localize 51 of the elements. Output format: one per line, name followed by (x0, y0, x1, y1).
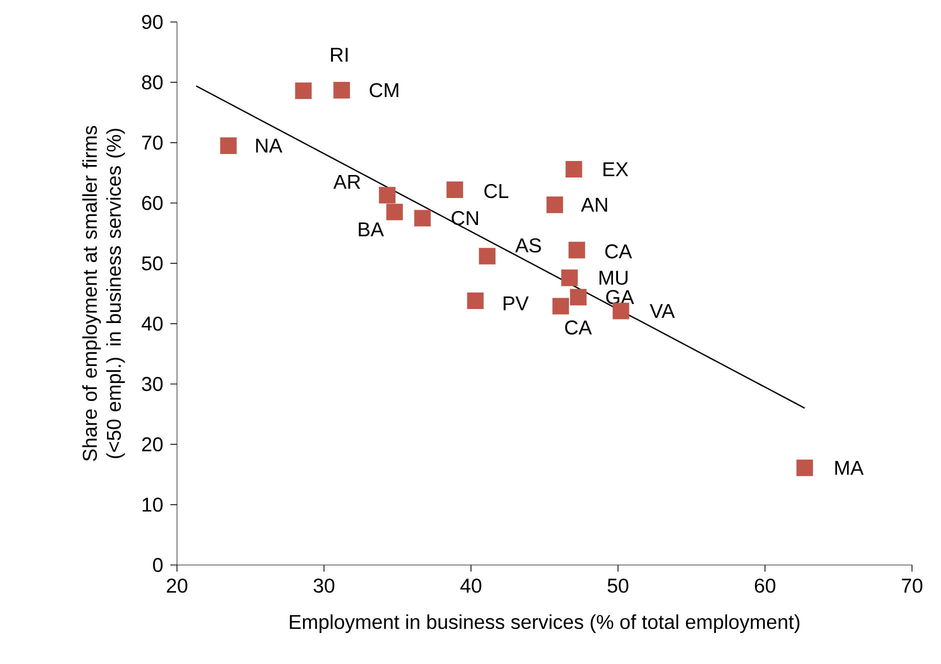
point (386, 204, 403, 220)
annotation: CN (452, 210, 478, 226)
point (333, 82, 350, 98)
point (552, 298, 569, 314)
annotation: VA (650, 304, 675, 318)
x-tick-label: 20 (166, 578, 188, 593)
annotation: CA (565, 320, 592, 335)
annotation: AR (333, 174, 360, 189)
point (220, 137, 237, 154)
annotation: CM (370, 83, 398, 98)
annotation: MA (835, 460, 864, 475)
y-tick-label: 20 (142, 437, 163, 452)
annotation: AN (580, 198, 608, 212)
annotation: EX (604, 162, 628, 176)
y-tick-label: 60 (142, 196, 163, 210)
point (446, 181, 464, 198)
y-tick-label: 0 (153, 558, 163, 572)
annotation: NA (256, 138, 282, 153)
annotation: CA (605, 244, 632, 258)
x-axis-title: Employment in business services (% of total employment) (290, 614, 800, 633)
point (566, 160, 582, 178)
x-tick-label: 70 (902, 578, 922, 593)
point (414, 210, 431, 226)
annotation: MU (600, 270, 628, 285)
point (478, 248, 496, 264)
y-tick-label: 40 (142, 316, 163, 331)
y-tick-label: 80 (142, 75, 163, 90)
point (295, 82, 312, 100)
annotation: BA (358, 222, 384, 236)
annotation: CL (484, 184, 508, 198)
point (796, 460, 813, 476)
point (568, 242, 586, 258)
x-tick-label: 40 (460, 578, 482, 593)
x-tick-label: 60 (754, 578, 776, 593)
annotation: AS (515, 238, 541, 252)
y-tick-label: 10 (142, 498, 163, 512)
point (546, 196, 564, 214)
annotation: RI (331, 48, 348, 62)
annotation: PV (504, 296, 529, 310)
y-tick-label: 50 (142, 256, 163, 270)
x-tick-label: 30 (314, 578, 334, 593)
x-tick-label: 50 (608, 578, 628, 593)
point (570, 288, 587, 306)
y-tick-label: 90 (142, 14, 163, 30)
annotation: GA (606, 290, 634, 304)
y-tick-label: 30 (142, 376, 163, 392)
y-tick-label: 70 (142, 136, 163, 150)
point (467, 292, 484, 310)
point (378, 186, 396, 204)
point (561, 270, 578, 286)
y-axis-title: Share of employment at smaller firms (<50 empl.) in business services (%) (82, 126, 125, 461)
